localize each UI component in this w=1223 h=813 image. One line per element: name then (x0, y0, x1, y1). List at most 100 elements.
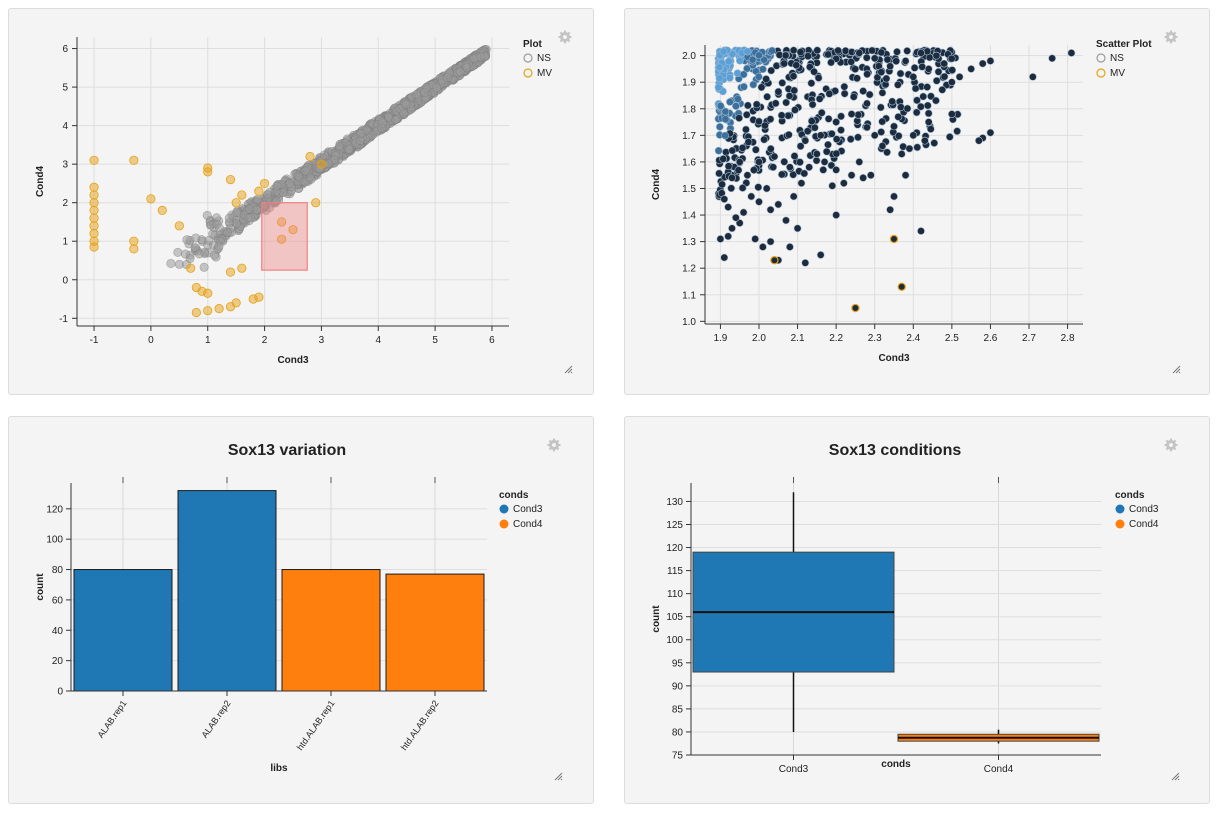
ns-point (740, 71, 747, 78)
ns-point (816, 95, 823, 102)
ns-point (769, 47, 776, 54)
ns-point (462, 64, 470, 72)
ns-point (860, 174, 867, 181)
y-tick-label: 125 (666, 520, 683, 531)
resize-handle-icon[interactable] (1171, 364, 1181, 374)
ns-point (717, 102, 724, 109)
ns-point (871, 55, 878, 62)
mv-point (130, 156, 138, 164)
legend-label: MV (537, 68, 552, 79)
ns-point (181, 250, 189, 258)
gear-icon[interactable] (1164, 30, 1178, 44)
ns-point (898, 150, 905, 157)
x-tick-label: 3 (319, 335, 325, 346)
ns-point (775, 201, 782, 208)
ns-point (887, 63, 894, 70)
x-tick-label: 2.1 (791, 333, 805, 344)
ns-point (273, 182, 281, 190)
ns-point (192, 234, 200, 242)
mv-point (226, 268, 234, 276)
gear-icon[interactable] (547, 438, 561, 452)
mv-point (238, 264, 246, 272)
ns-point (716, 75, 723, 82)
ns-point (810, 68, 817, 75)
y-tick-label: 115 (667, 566, 683, 577)
mv-point (192, 308, 200, 316)
mv-point (90, 206, 98, 214)
ns-point (802, 259, 809, 266)
ns-point (732, 102, 739, 109)
ns-point (860, 87, 867, 94)
ns-point (750, 81, 757, 88)
x-tick-label: 2.5 (945, 333, 959, 344)
x-tick-label: 2.8 (1061, 333, 1075, 344)
y-axis-label: count (651, 605, 662, 633)
y-tick-label: 1.7 (682, 131, 696, 142)
legend-swatch (524, 54, 532, 62)
x-tick-label: 2.4 (906, 333, 920, 344)
ns-point (745, 138, 752, 145)
ns-point (753, 101, 760, 108)
mv-point (204, 289, 212, 297)
ns-point (721, 254, 728, 261)
ns-point (823, 148, 830, 155)
ns-point (263, 190, 271, 198)
resize-handle-icon[interactable] (563, 364, 573, 374)
mv-point (317, 160, 325, 168)
ns-point (357, 129, 365, 137)
ns-point (790, 193, 797, 200)
x-axis-label: libs (270, 763, 288, 774)
ns-point (897, 70, 904, 77)
ns-point (847, 136, 854, 143)
ns-point (863, 100, 870, 107)
ns-point (878, 69, 885, 76)
ns-point (956, 73, 963, 80)
scatter-zoom-chart[interactable]: 1.9 2.0 2.1 2.2 2.3 2.4 2.5 2.6 2.7 2.8 1.0 1.1 1.2 1… (625, 9, 1211, 396)
ns-point (856, 158, 863, 165)
box-conditions-chart[interactable]: Sox13 conditions 75 80 85 90 95 100 105 110 115 12… (625, 417, 1211, 805)
x-tick-label: 1 (205, 335, 211, 346)
mv-point (90, 183, 98, 191)
ns-point (743, 111, 750, 118)
ns-point (253, 195, 261, 203)
ns-point (855, 111, 862, 118)
y-tick-label: 95 (672, 658, 684, 669)
ns-point (833, 118, 840, 125)
ns-point (767, 145, 774, 152)
ns-point (835, 47, 842, 54)
ns-point (233, 208, 241, 216)
panel-box-conditions: Sox13 conditions 75 80 85 90 95 100 105 110 115 12… (624, 416, 1210, 804)
ns-point (796, 159, 803, 166)
gear-icon[interactable] (1164, 438, 1178, 452)
ns-point (797, 49, 804, 56)
ns-point (925, 65, 932, 72)
bar-variation-chart[interactable]: Sox13 variation 0 20 40 60 80 100 120 ALAB.rep1 A… (9, 417, 595, 805)
ns-point (824, 51, 831, 58)
ns-point (203, 211, 211, 219)
ns-point (913, 97, 920, 104)
ns-point (715, 170, 722, 177)
ns-point (913, 109, 920, 116)
ns-point (715, 84, 722, 91)
ns-point (864, 71, 871, 78)
resize-handle-icon[interactable] (1170, 771, 1180, 781)
ns-point (736, 57, 743, 64)
y-tick-label: 1.0 (682, 317, 696, 328)
mv-point (204, 306, 212, 314)
mv-point (90, 191, 98, 199)
gear-icon[interactable] (558, 30, 572, 44)
ns-point (761, 122, 768, 129)
ns-point (225, 214, 233, 222)
ns-point (167, 259, 175, 267)
ns-point (286, 179, 294, 187)
ns-point (209, 230, 217, 238)
ns-point (813, 150, 820, 157)
ns-point (744, 172, 751, 179)
ns-point (790, 47, 797, 54)
ns-point (879, 118, 886, 125)
ns-point (772, 100, 779, 107)
ns-point (933, 77, 940, 84)
scatter-ma-chart[interactable]: -1 0 1 2 3 4 5 6 -1 0 1 2 3 4 5 6 Cond3 Cond4 Plot NS MV (9, 9, 595, 396)
resize-handle-icon[interactable] (553, 771, 563, 781)
ns-point (837, 113, 844, 120)
